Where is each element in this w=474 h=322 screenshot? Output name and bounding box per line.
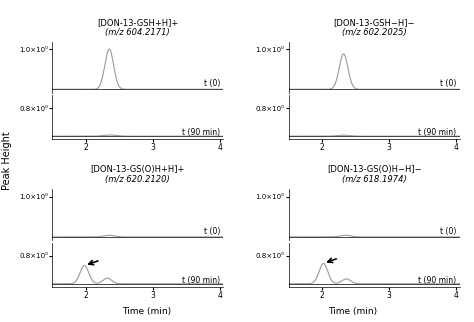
Text: t (90 min): t (90 min) — [418, 276, 456, 285]
Text: t (90 min): t (90 min) — [182, 276, 220, 285]
Text: Time (min): Time (min) — [328, 307, 378, 316]
Text: (m/z 620.2120): (m/z 620.2120) — [105, 175, 170, 185]
Text: Time (min): Time (min) — [122, 307, 172, 316]
Text: t (0): t (0) — [204, 80, 220, 89]
Text: [DON-13-GSH−H]−: [DON-13-GSH−H]− — [333, 18, 415, 27]
Text: (m/z 618.1974): (m/z 618.1974) — [342, 175, 407, 185]
Text: t (90 min): t (90 min) — [418, 128, 456, 137]
Text: t (0): t (0) — [440, 80, 456, 89]
Text: (m/z 602.2025): (m/z 602.2025) — [342, 28, 407, 37]
Text: (m/z 604.2171): (m/z 604.2171) — [105, 28, 170, 37]
Text: t (0): t (0) — [440, 227, 456, 236]
Text: Peak Height: Peak Height — [2, 132, 12, 190]
Text: [DON-13-GS(O)H−H]−: [DON-13-GS(O)H−H]− — [327, 165, 421, 174]
Text: [DON-13-GS(O)H+H]+: [DON-13-GS(O)H+H]+ — [91, 165, 185, 174]
Text: [DON-13-GSH+H]+: [DON-13-GSH+H]+ — [97, 18, 178, 27]
Text: t (90 min): t (90 min) — [182, 128, 220, 137]
Text: t (0): t (0) — [204, 227, 220, 236]
